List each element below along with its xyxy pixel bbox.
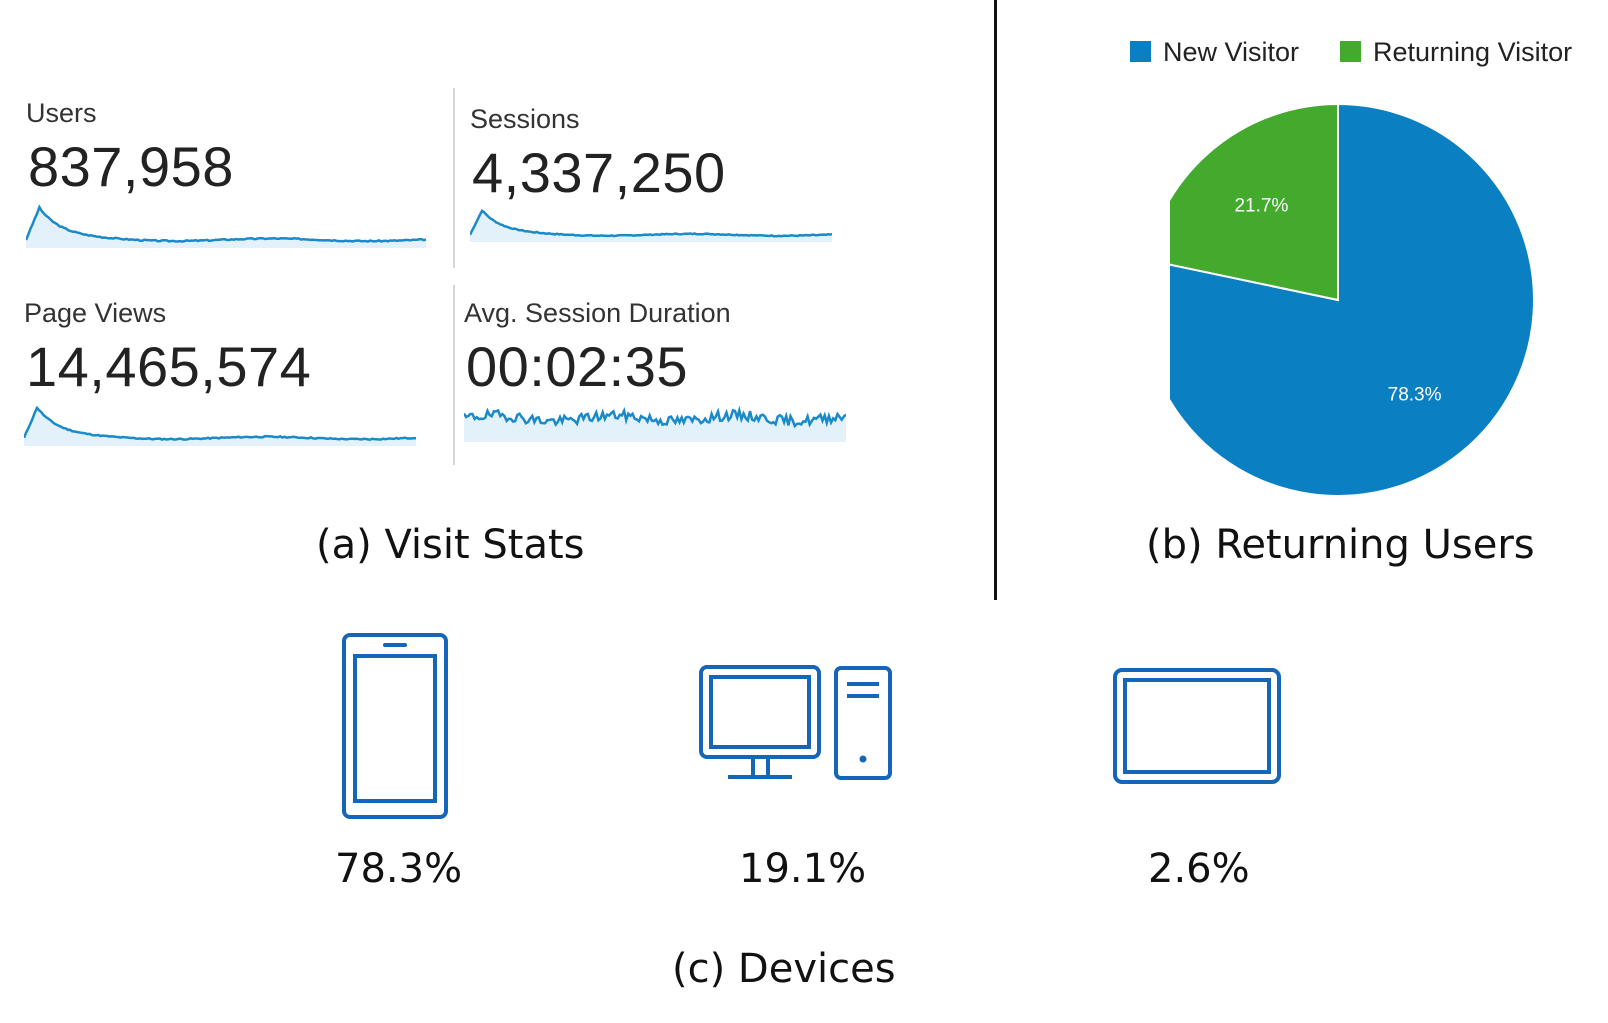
- panel-divider: [994, 0, 997, 600]
- sparkline-line: [470, 208, 832, 238]
- sparkline-line: [24, 405, 416, 441]
- tablet-icon: [1113, 668, 1281, 784]
- smartphone-icon: [342, 633, 448, 819]
- metric-value-page-views: 14,465,574: [26, 335, 312, 398]
- metric-value-sessions: 4,337,250: [472, 141, 726, 204]
- sparkline-avg-session-duration: [464, 405, 846, 442]
- device-tablet: [1112, 667, 1282, 792]
- visit-stats-panel: Users 837,958 Sessions 4,337,250 Page Vi…: [0, 0, 990, 600]
- sparkline-line: [26, 204, 426, 243]
- device-percent-tablet: 2.6%: [1148, 846, 1250, 892]
- pie-label-new-visitor: 78.3%: [1388, 384, 1442, 405]
- caption-visit-stats: (a) Visit Stats: [316, 522, 585, 568]
- legend-label-new-visitor: New Visitor: [1163, 37, 1300, 67]
- caption-devices: (c) Devices: [672, 946, 896, 992]
- pie-slice-returning-visitor: [1170, 102, 1339, 302]
- metric-label-users: Users: [26, 98, 97, 128]
- metric-divider-top: [453, 88, 455, 268]
- metric-label-avg-session-duration: Avg. Session Duration: [464, 298, 731, 328]
- metric-divider-bottom: [453, 285, 455, 465]
- metric-label-sessions: Sessions: [470, 104, 580, 134]
- desktop-computer-icon: [699, 665, 892, 780]
- pie-chart-returning-users: 78.3% 21.7%: [1170, 102, 1535, 497]
- device-percent-desktop: 19.1%: [739, 846, 867, 892]
- pie-slice-new-visitor: [1170, 102, 1535, 497]
- device-percent-mobile: 78.3%: [335, 846, 463, 892]
- sparkline-sessions: [470, 208, 832, 242]
- metric-value-users: 837,958: [28, 135, 234, 198]
- pie-label-returning-visitor: 21.7%: [1234, 196, 1288, 217]
- sparkline-page-views: [24, 405, 416, 446]
- legend-swatch-returning-visitor: [1340, 41, 1361, 62]
- device-mobile: [340, 632, 450, 825]
- metric-label-page-views: Page Views: [24, 298, 167, 328]
- sparkline-area: [24, 407, 416, 446]
- sparkline-line: [464, 405, 846, 429]
- sparkline-users: [26, 204, 426, 248]
- caption-returning-users: (b) Returning Users: [1146, 522, 1535, 568]
- metric-value-avg-session-duration: 00:02:35: [466, 335, 688, 398]
- legend-label-returning-visitor: Returning Visitor: [1373, 37, 1573, 67]
- device-desktop: [698, 664, 896, 787]
- legend-swatch-new-visitor: [1130, 41, 1151, 62]
